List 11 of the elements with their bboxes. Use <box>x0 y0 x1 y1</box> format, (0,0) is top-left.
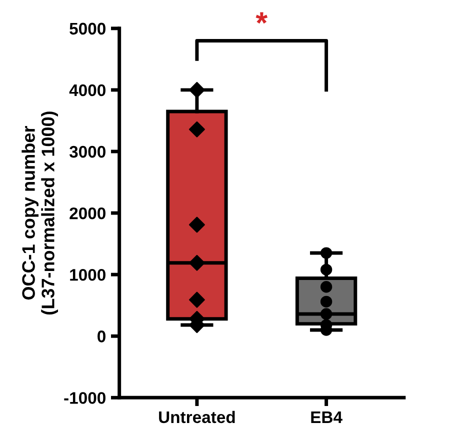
y-axis-title: OCC-1 copy number (L37-normalized x 1000) <box>22 112 58 314</box>
y-tick-label: 3000 <box>69 146 106 158</box>
y-tick-label: -1000 <box>64 392 106 404</box>
text: * <box>256 12 268 24</box>
y-tick-label: 0 <box>98 330 106 342</box>
y-tick-label: 1000 <box>70 268 106 281</box>
y-tick-label: 4000 <box>69 84 106 96</box>
y-tick-label: 2000 <box>70 207 106 220</box>
x-tick-label: Untreated <box>159 410 235 424</box>
x-tick-label: EB4 <box>311 411 342 423</box>
y-tick-label: 5000 <box>70 22 106 35</box>
